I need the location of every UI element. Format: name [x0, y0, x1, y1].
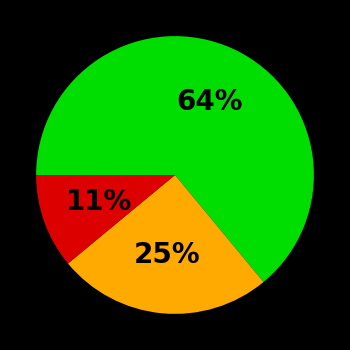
Wedge shape: [36, 175, 175, 264]
Text: 64%: 64%: [176, 88, 243, 116]
Wedge shape: [68, 175, 264, 314]
Text: 11%: 11%: [66, 188, 132, 216]
Text: 25%: 25%: [134, 241, 201, 269]
Wedge shape: [36, 36, 314, 282]
